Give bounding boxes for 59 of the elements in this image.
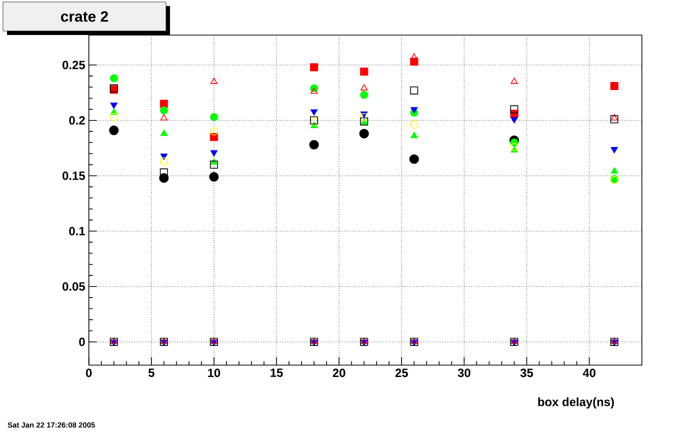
x-tick-label: 0	[86, 368, 92, 378]
x-tick-label: 30	[458, 368, 470, 378]
point	[309, 140, 319, 150]
point	[610, 167, 618, 174]
point	[610, 82, 618, 90]
x-tick-label: 5	[148, 368, 154, 377]
point	[510, 117, 518, 124]
y-tick-label: 0.05	[62, 282, 85, 291]
point	[410, 53, 418, 60]
point	[360, 90, 368, 99]
point	[110, 74, 118, 82]
point	[410, 120, 418, 129]
point	[160, 100, 168, 108]
point	[160, 168, 168, 176]
point	[510, 142, 518, 151]
point	[110, 113, 118, 122]
x-tick-label: 10	[208, 368, 220, 378]
y-tick-label: 0.1	[69, 226, 85, 236]
point	[510, 105, 518, 114]
point	[610, 114, 618, 120]
point	[160, 154, 168, 160]
x-tick-label: 35	[520, 368, 534, 378]
x-tick-label: 15	[270, 368, 283, 377]
y-tick-label: 0.15	[62, 172, 85, 180]
point	[360, 84, 368, 90]
point	[209, 172, 219, 182]
y-tick-label: 0.25	[62, 60, 85, 70]
point	[160, 157, 168, 166]
point	[360, 68, 368, 76]
point	[610, 146, 618, 154]
x-tick-label: 20	[332, 368, 346, 378]
x-axis-title: box delay(ns)	[538, 397, 614, 409]
point	[410, 107, 418, 114]
x-tick-label: 40	[582, 368, 596, 378]
y-tick-label: 0.2	[69, 116, 85, 125]
point	[160, 130, 168, 136]
point	[210, 127, 218, 136]
point	[160, 114, 168, 120]
point	[360, 113, 368, 122]
point	[160, 106, 168, 114]
point	[359, 128, 369, 138]
y-tick-label: 0	[79, 338, 85, 346]
point	[410, 86, 418, 94]
point	[210, 113, 218, 122]
point	[210, 132, 218, 141]
point	[310, 88, 318, 94]
point	[310, 109, 318, 116]
point	[410, 132, 418, 138]
x-tick-label: 25	[395, 368, 408, 378]
point	[210, 150, 218, 156]
chart-title: crate 2	[60, 11, 108, 22]
point	[610, 115, 618, 124]
point	[109, 126, 119, 136]
point	[210, 160, 218, 169]
point	[310, 63, 318, 72]
point	[510, 78, 518, 84]
point	[409, 154, 419, 164]
point	[110, 102, 118, 109]
point	[210, 78, 218, 84]
